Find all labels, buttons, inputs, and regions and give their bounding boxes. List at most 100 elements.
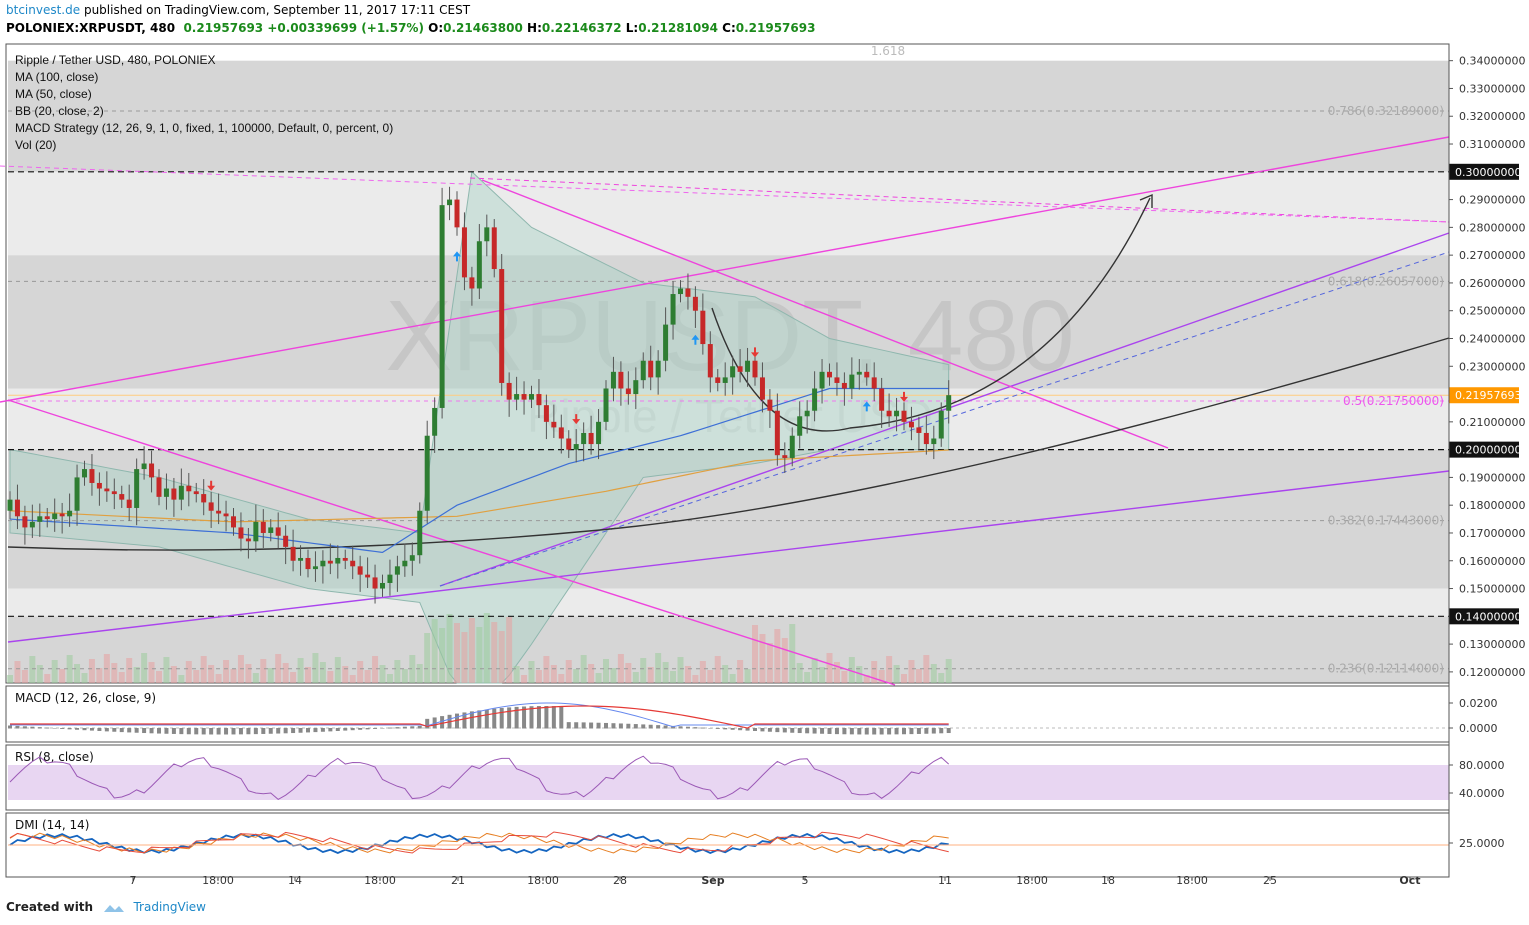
candle-body (245, 538, 251, 542)
macd-hist-bar (231, 728, 236, 735)
candle-body (745, 360, 751, 372)
y-tick-label: 0.29000000 (1459, 194, 1525, 207)
high-value: 0.22146372 (541, 21, 622, 35)
candle-body (581, 432, 587, 445)
y-tick-label: 0.19000000 (1459, 471, 1525, 484)
volume-bar (886, 656, 893, 683)
macd-hist-bar (939, 728, 944, 734)
macd-hist-bar (410, 726, 415, 729)
volume-bar (707, 670, 714, 683)
candle-body (596, 421, 602, 445)
volume-bar (252, 673, 259, 683)
macd-hist-bar (37, 727, 42, 729)
fib-label: 0.618(0.26057000) (1328, 274, 1444, 288)
volume-bar (416, 664, 423, 683)
macd-hist-bar (723, 728, 728, 730)
volume-bar (901, 674, 907, 683)
candle-body (342, 557, 348, 561)
volume-bar (372, 656, 379, 683)
candle-body (774, 410, 780, 456)
volume-bar (930, 664, 937, 683)
high-label: H: (527, 21, 542, 35)
trendline (0, 165, 1450, 223)
candle-body (856, 371, 862, 375)
trendline (7, 470, 1450, 643)
candle-body (29, 521, 35, 528)
price-axis[interactable]: 0.34000000 0.33000000 0.32000000 0.31000000… (1448, 44, 1525, 877)
macd-hist-bar (589, 722, 594, 729)
x-tick-label: 14 (288, 874, 302, 887)
macd-hist-bar (469, 711, 474, 729)
volume-bar (312, 653, 319, 683)
macd-hist-bar (112, 728, 117, 732)
candle-body (357, 566, 363, 575)
time-axis[interactable]: 7 18:00 14 18:00 21 18:00 28 Sep 5 11 18:00 18 18:00… (6, 874, 1449, 887)
open-value: 0.21463800 (443, 21, 523, 35)
volume-bar (364, 670, 371, 683)
volume-bar (893, 665, 900, 683)
candle-body (782, 455, 788, 458)
footer: Created with TradingView (6, 900, 206, 914)
candle-body (551, 421, 557, 428)
created-with-label: Created with (6, 900, 94, 914)
candle-body (707, 344, 713, 378)
candle-body (417, 510, 423, 556)
pane-title: DMI (14, 14) (15, 818, 89, 832)
candle-body (916, 427, 922, 433)
y-tick-label: 40.0000 (1459, 787, 1505, 800)
publisher-link[interactable]: btcinvest.de (6, 3, 81, 17)
macd-hist-bar (335, 728, 340, 731)
volume-bar (193, 670, 200, 683)
y-tick-label: 0.33000000 (1459, 82, 1525, 95)
candle-body (253, 521, 259, 542)
low-value: 0.21281094 (638, 21, 718, 35)
volume-bar (386, 674, 393, 683)
candle-body (476, 241, 482, 289)
macd-hist-bar (574, 722, 579, 729)
tradingview-logo-icon (104, 904, 125, 912)
x-tick-label: 11 (938, 874, 952, 887)
volume-bar (841, 671, 848, 683)
legend-item: MA (50, close) (15, 87, 92, 101)
macd-hist-bar (45, 727, 50, 729)
volume-bar (88, 659, 95, 683)
y-tick-label: 0.24000000 (1459, 332, 1525, 345)
chart-area[interactable]: XRPUSDT, 480 Ripple / Tether USD 0.30000… (0, 40, 1529, 900)
macd-hist-bar (268, 728, 273, 734)
candle-body (484, 227, 490, 242)
macd-hist-bar (365, 728, 370, 730)
macd-hist-bar (216, 728, 221, 735)
x-tick-label: 28 (613, 874, 627, 887)
macd-hist-bar (604, 722, 608, 729)
macd-hist-bar (946, 728, 951, 734)
macd-hist-bar (715, 728, 720, 729)
candle-body (722, 377, 728, 383)
fib-label: 0.5(0.21750000) (1343, 394, 1444, 408)
pane-frame (5, 685, 1450, 743)
candle-body (298, 557, 304, 561)
y-tick-label: 0.26000000 (1459, 277, 1525, 290)
macd-hist-bar (916, 728, 921, 734)
macd-hist-bar (224, 728, 229, 735)
legend-item: MA (100, close) (15, 70, 98, 84)
candle-body (536, 394, 542, 406)
macd-hist-bar (209, 728, 214, 735)
candle-body (819, 371, 825, 389)
macd-line (10, 702, 949, 728)
candle-body (7, 499, 13, 511)
candle-body (126, 499, 132, 508)
volume-bar (848, 657, 855, 683)
candle-body (290, 546, 296, 561)
volume-bar (379, 665, 386, 683)
price-value: 0.21957693 (183, 21, 264, 35)
candle-body (797, 416, 803, 436)
projection-curve (711, 197, 1151, 432)
candle-body (469, 277, 475, 289)
tradingview-brand[interactable]: TradingView (133, 900, 206, 914)
volume-bar (580, 655, 587, 683)
horizontal-levels: 0.30000000 0.21957693 0.20000000 0.14000000 (8, 163, 1521, 625)
candle-body (163, 488, 169, 497)
macd-hist-bar (902, 728, 906, 735)
macd-hist-bar (842, 728, 847, 735)
candle-body (834, 377, 840, 383)
